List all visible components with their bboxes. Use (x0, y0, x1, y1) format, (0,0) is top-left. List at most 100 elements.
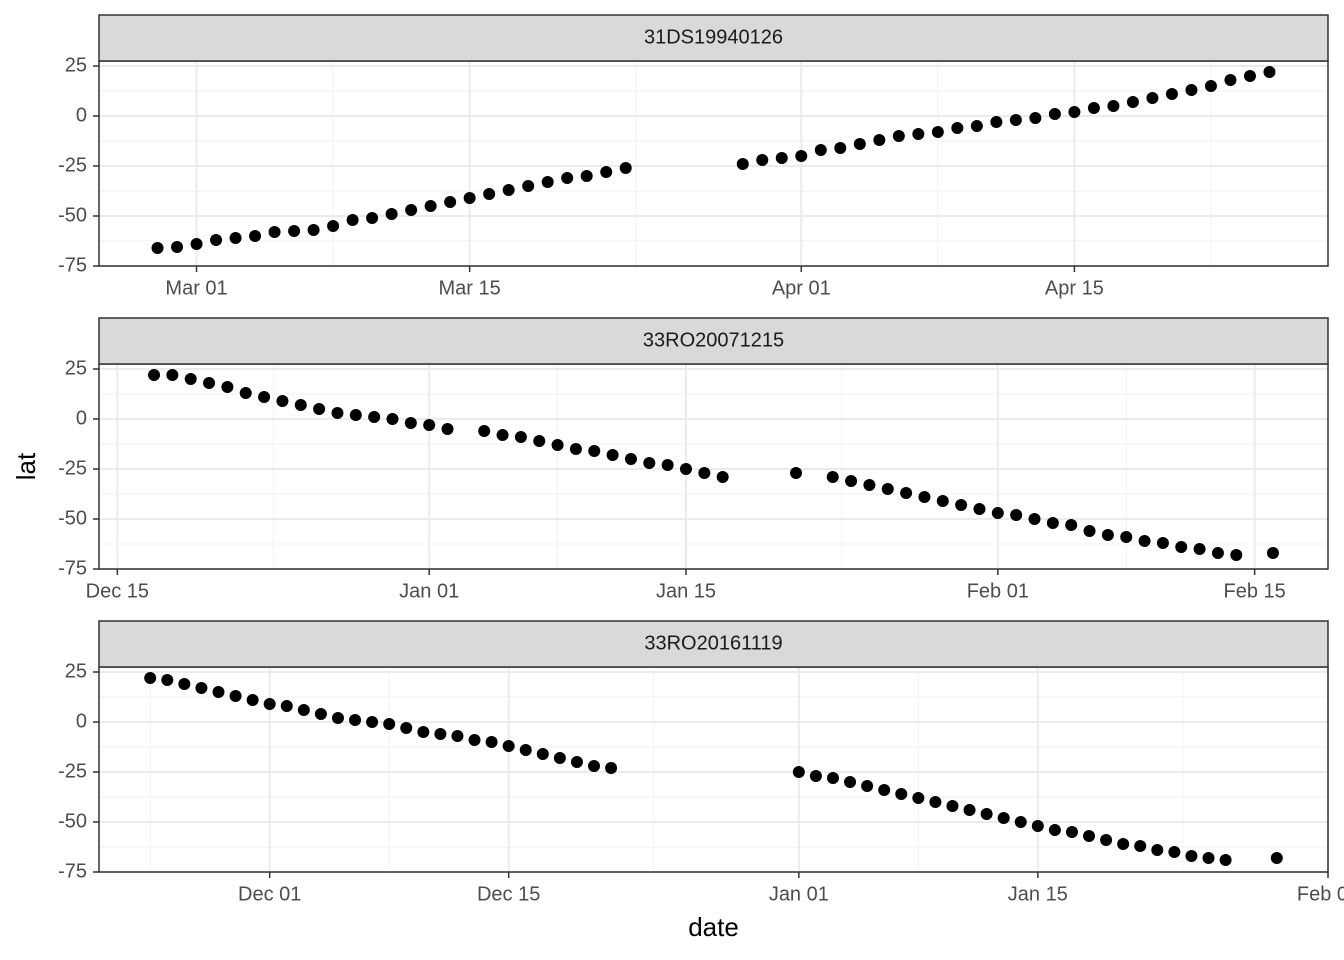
point (451, 730, 464, 742)
point (1211, 547, 1224, 559)
point (679, 463, 692, 475)
point (366, 716, 379, 728)
point (661, 459, 674, 471)
point (853, 138, 866, 150)
point (485, 736, 498, 748)
point (912, 792, 925, 804)
point (258, 391, 271, 403)
point (1029, 112, 1042, 124)
point (955, 499, 968, 511)
point (276, 395, 289, 407)
y-tick-label: -75 (58, 254, 87, 276)
point (178, 678, 191, 690)
strip-label: 33RO20071215 (643, 329, 784, 351)
point (775, 152, 788, 164)
point (814, 144, 827, 156)
point (1204, 80, 1217, 92)
point (895, 788, 908, 800)
point (161, 674, 174, 686)
point (246, 694, 259, 706)
x-tick-label: Feb 01 (1297, 883, 1344, 905)
point (1270, 852, 1283, 864)
point (434, 728, 447, 740)
point (1134, 840, 1147, 852)
point (1068, 106, 1081, 118)
point (951, 122, 964, 134)
point (331, 712, 344, 724)
point (478, 425, 491, 437)
y-axis-title: lat (11, 452, 41, 480)
x-axis-title: date (688, 912, 739, 942)
point (605, 762, 618, 774)
point (268, 226, 281, 238)
point (1117, 838, 1130, 850)
strip-label: 33RO20161119 (644, 632, 782, 654)
point (366, 212, 379, 224)
point (314, 708, 327, 720)
point (405, 204, 418, 216)
y-tick-label: -25 (58, 457, 87, 479)
point (1107, 100, 1120, 112)
point (1065, 826, 1078, 838)
point (190, 238, 203, 250)
point (809, 770, 822, 782)
point (221, 381, 234, 393)
point (606, 449, 619, 461)
y-tick-label: -25 (58, 760, 87, 782)
point (716, 471, 729, 483)
point (313, 403, 326, 415)
point (1031, 820, 1044, 832)
x-tick-label: Jan 15 (1008, 883, 1068, 905)
point (861, 780, 874, 792)
point (444, 196, 457, 208)
point (327, 220, 340, 232)
point (561, 172, 574, 184)
x-tick-label: Dec 15 (477, 883, 540, 905)
point (519, 744, 532, 756)
y-tick-label: -25 (58, 154, 87, 176)
point (349, 409, 362, 421)
x-tick-label: Mar 15 (439, 277, 501, 299)
y-tick-label: -75 (58, 557, 87, 579)
point (1224, 74, 1237, 86)
y-tick-label: -50 (58, 507, 87, 529)
point (349, 714, 362, 726)
point (203, 377, 216, 389)
point (588, 445, 601, 457)
point (288, 225, 301, 237)
point (346, 214, 359, 226)
point (912, 128, 925, 140)
point (826, 772, 839, 784)
point (514, 431, 527, 443)
point (980, 808, 993, 820)
point (541, 176, 554, 188)
point (148, 369, 161, 381)
point (307, 224, 320, 236)
point (1243, 70, 1256, 82)
point (1263, 66, 1276, 78)
y-tick-label: 25 (65, 54, 87, 76)
point (569, 443, 582, 455)
strip (98, 620, 1329, 668)
y-tick-label: -50 (58, 810, 87, 832)
x-tick-label: Jan 15 (656, 580, 716, 602)
x-tick-label: Dec 01 (238, 883, 301, 905)
point (918, 491, 931, 503)
point (144, 672, 157, 684)
point (881, 483, 894, 495)
point (1185, 84, 1198, 96)
point (184, 373, 197, 385)
point (1087, 102, 1100, 114)
point (171, 241, 184, 253)
point (1165, 88, 1178, 100)
point (195, 682, 208, 694)
point (385, 208, 398, 220)
point (929, 796, 942, 808)
point (386, 413, 399, 425)
point (441, 423, 454, 435)
point (834, 142, 847, 154)
point (844, 776, 857, 788)
point (795, 150, 808, 162)
point (483, 188, 496, 200)
point (263, 698, 276, 710)
